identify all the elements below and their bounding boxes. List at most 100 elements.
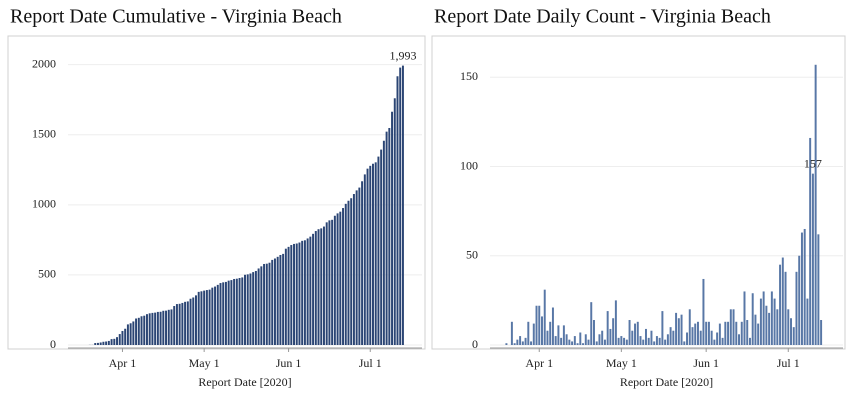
bar <box>779 264 782 345</box>
bar <box>121 330 124 345</box>
bar <box>107 340 110 345</box>
bar <box>279 255 282 345</box>
bar <box>603 339 606 345</box>
bar <box>666 334 669 345</box>
bar <box>309 236 312 345</box>
bar <box>680 314 683 345</box>
bar <box>754 314 757 345</box>
bar <box>735 321 738 345</box>
bar <box>809 137 812 345</box>
bar <box>254 270 257 345</box>
bar <box>759 298 762 345</box>
bar <box>173 306 176 345</box>
bar <box>102 341 105 345</box>
bar <box>314 231 317 345</box>
bar <box>393 98 396 346</box>
bar <box>156 311 159 345</box>
bar <box>790 318 792 345</box>
bar <box>195 295 197 345</box>
data-label: 1,993 <box>389 48 416 62</box>
x-tick-label: Jul 1 <box>359 356 382 370</box>
bar <box>694 323 697 345</box>
bar <box>391 111 394 345</box>
bar <box>806 298 809 345</box>
bar <box>126 324 129 345</box>
bar <box>306 238 309 345</box>
bar <box>268 262 271 345</box>
bar <box>513 343 516 345</box>
bar <box>800 232 803 345</box>
bar <box>192 297 195 345</box>
bar <box>235 278 238 345</box>
bar <box>655 336 658 345</box>
bar <box>205 290 208 345</box>
bar <box>355 190 358 345</box>
bar <box>664 339 667 345</box>
bar <box>284 248 287 345</box>
bar <box>762 291 765 345</box>
bar <box>696 321 699 345</box>
bar <box>650 330 653 345</box>
bar <box>118 334 121 345</box>
bar <box>377 156 380 345</box>
bar <box>549 321 552 345</box>
bar <box>757 323 760 345</box>
x-axis-title: Report Date [2020] <box>198 375 291 389</box>
bar <box>159 311 162 345</box>
bar <box>576 343 579 345</box>
bar <box>399 67 402 345</box>
bar <box>614 300 617 345</box>
bar <box>628 320 631 345</box>
bar <box>175 304 178 345</box>
bar <box>317 229 320 345</box>
bar <box>244 274 246 345</box>
bar <box>532 323 535 345</box>
bar <box>94 343 97 345</box>
bar <box>724 321 727 345</box>
bar <box>554 336 557 345</box>
bar <box>129 323 132 345</box>
bar <box>350 198 353 345</box>
bar <box>729 309 732 345</box>
bar <box>623 337 626 345</box>
bar <box>333 215 336 345</box>
bar <box>124 328 127 345</box>
bar <box>751 293 754 345</box>
x-tick-label: Jun 1 <box>693 356 719 370</box>
bar <box>746 320 749 345</box>
bar <box>116 337 118 345</box>
bar <box>301 240 304 345</box>
bar <box>396 76 399 345</box>
chart-title: Report Date Cumulative - Virginia Beach <box>10 6 342 28</box>
bar <box>382 140 385 345</box>
bar <box>798 255 801 345</box>
bar <box>713 339 716 345</box>
bar <box>290 245 293 345</box>
y-tick-label: 50 <box>466 248 478 262</box>
bar <box>401 65 404 346</box>
bar <box>224 281 227 345</box>
bar <box>303 240 306 345</box>
bar <box>625 339 628 345</box>
bar <box>143 315 146 345</box>
bar <box>246 274 249 345</box>
bar <box>137 317 140 345</box>
bar <box>287 246 290 345</box>
bar <box>148 313 151 345</box>
bar <box>543 289 546 345</box>
bar <box>740 321 743 345</box>
bar <box>211 287 214 345</box>
bar <box>366 168 369 345</box>
bar <box>702 278 705 345</box>
bar <box>298 242 301 345</box>
bar <box>811 173 814 345</box>
bar <box>707 321 710 345</box>
y-tick-label: 2000 <box>32 56 56 70</box>
bar <box>105 341 108 345</box>
bar <box>374 162 377 345</box>
bar <box>347 200 350 345</box>
chart-title: Report Date Daily Count - Virginia Beach <box>434 6 771 28</box>
bar <box>331 219 334 345</box>
bar <box>721 337 724 345</box>
bar <box>527 321 530 345</box>
